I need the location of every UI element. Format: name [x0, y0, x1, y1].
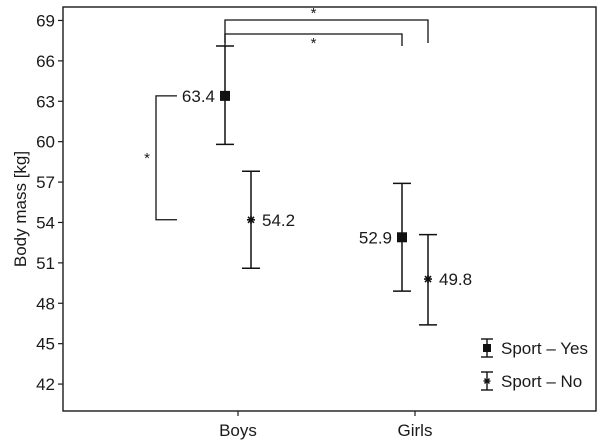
significance-label: * [311, 5, 317, 22]
data-label: 52.9 [359, 228, 392, 247]
data-label: 63.4 [182, 87, 215, 106]
series-sport-yes: 63.4 52.9 [182, 45, 411, 292]
y-tick-label: 42 [36, 375, 55, 394]
legend-item-sport-yes: Sport – Yes [481, 338, 588, 358]
data-label: 54.2 [262, 211, 295, 230]
y-tick-label: 66 [36, 52, 55, 71]
x-tick-label: Girls [398, 421, 433, 440]
legend-label: Sport – Yes [501, 339, 588, 358]
bracket-line [155, 95, 177, 221]
y-tick-label: 51 [36, 254, 55, 273]
axes: 42 45 48 51 54 57 60 63 66 69 Boys Girls Body mass [… [11, 6, 597, 440]
asterisk-marker-d2 [424, 275, 432, 283]
legend-label: Sport – No [501, 372, 582, 391]
y-tick-label: 69 [36, 11, 55, 30]
data-marks: 63.4 52.9 54.2 49.8 [182, 45, 472, 326]
y-tick-label: 48 [36, 294, 55, 313]
legend-square-marker [483, 344, 491, 352]
square-marker [397, 232, 407, 243]
significance-label: * [311, 35, 317, 52]
plot-frame [62, 6, 597, 412]
asterisk-marker-d2 [247, 216, 255, 224]
significance-bracket-1: * [144, 95, 177, 221]
significance-brackets: * * * [144, 5, 429, 221]
legend: Sport – Yes Sport – No [481, 338, 588, 391]
y-tick-label: 63 [36, 92, 55, 111]
y-axis-title: Body mass [kg] [11, 151, 30, 267]
significance-bracket-3: * [224, 5, 429, 43]
y-tick-label: 60 [36, 133, 55, 152]
significance-label: * [144, 150, 150, 167]
bracket-line [224, 19, 429, 43]
series-sport-no: 54.2 49.8 [242, 170, 472, 326]
data-label: 49.8 [439, 270, 472, 289]
x-tick-label: Boys [219, 421, 257, 440]
y-tick-label: 45 [36, 335, 55, 354]
square-marker [220, 90, 230, 101]
y-tick-label: 57 [36, 173, 55, 192]
legend-asterisk-d2 [484, 378, 490, 384]
y-tick-label: 54 [36, 213, 55, 232]
significance-bracket-2: * [224, 33, 403, 52]
legend-item-sport-no: Sport – No [481, 371, 582, 391]
